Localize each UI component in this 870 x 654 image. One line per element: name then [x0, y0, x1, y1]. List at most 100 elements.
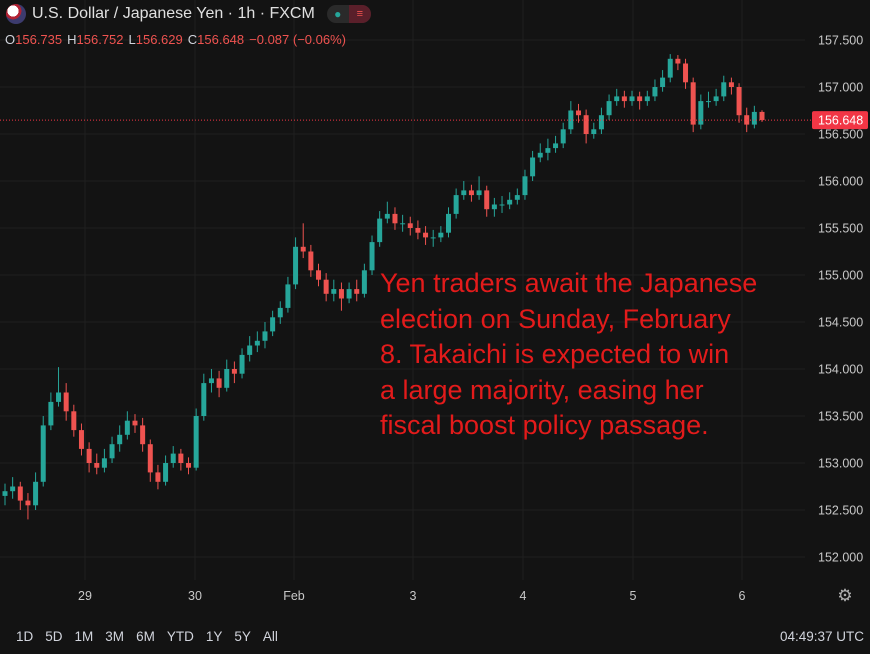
candle-body — [78, 430, 84, 449]
candle-body — [117, 434, 123, 445]
candle-body — [744, 115, 750, 125]
close-label: C — [187, 32, 198, 47]
candle-body — [109, 444, 115, 459]
y-tick-label: 155.500 — [818, 222, 863, 236]
candle-body — [277, 307, 283, 318]
candle-body — [407, 223, 413, 228]
candle-body — [40, 425, 46, 482]
x-tick-label: 3 — [410, 589, 417, 603]
symbol-header: U.S. Dollar / Japanese Yen · 1h · FXCM ●… — [6, 4, 371, 24]
menu-icon[interactable]: ≡ — [348, 5, 371, 23]
symbol-title[interactable]: U.S. Dollar / Japanese Yen · 1h · FXCM — [32, 5, 315, 22]
candle-body — [484, 190, 490, 210]
range-5y[interactable]: 5Y — [234, 628, 251, 644]
x-tick-label: 5 — [630, 589, 637, 603]
candle-body — [537, 152, 543, 158]
candle-body — [759, 111, 765, 121]
range-1m[interactable]: 1M — [74, 628, 94, 644]
candle-body — [163, 463, 169, 482]
usd-jpy-flag-icon — [6, 4, 26, 24]
candle-body — [56, 392, 62, 402]
candle-body — [262, 331, 268, 341]
candle-body — [10, 486, 16, 492]
bottom-toolbar: 1D 5D 1M 3M 6M YTD 1Y 5Y All 04:49:37 UT… — [0, 622, 870, 650]
candle-body — [384, 213, 390, 219]
candle-body — [208, 378, 214, 384]
candle-body — [239, 354, 245, 374]
candle-body — [300, 246, 306, 252]
candle-body — [713, 96, 719, 102]
candle-body — [530, 157, 536, 177]
time-axis: 29 30 Feb 3 4 5 6 — [78, 589, 745, 603]
candle-body — [629, 96, 635, 102]
candle-body — [86, 448, 92, 463]
candle-body — [499, 204, 505, 206]
candle-body — [63, 392, 69, 412]
candle-body — [660, 77, 666, 87]
candle-body — [354, 289, 360, 294]
candle-body — [392, 213, 398, 224]
range-3m[interactable]: 3M — [105, 628, 125, 644]
candle-body — [423, 232, 429, 238]
candle-body — [675, 58, 681, 64]
candle-body — [346, 289, 352, 299]
gear-icon[interactable]: ⚙ — [837, 586, 853, 605]
x-tick-label: 30 — [188, 589, 202, 603]
candle-body — [94, 463, 100, 468]
x-tick-label: 6 — [739, 589, 746, 603]
candle-body — [132, 420, 138, 426]
candle-body — [193, 416, 199, 468]
annotation-text: Yen traders await the Japanese election … — [380, 268, 758, 440]
y-tick-label: 157.000 — [818, 81, 863, 95]
candle-body — [33, 481, 39, 506]
high-label: H — [67, 32, 77, 47]
candle-body — [690, 82, 696, 125]
candle-body — [361, 270, 367, 294]
range-5d[interactable]: 5D — [45, 628, 63, 644]
y-tick-label: 152.000 — [818, 551, 863, 565]
grid — [0, 0, 805, 580]
candle-body — [445, 213, 451, 233]
candle-body — [667, 58, 673, 78]
clock[interactable]: 04:49:37 UTC — [779, 628, 864, 644]
candle-body — [683, 63, 689, 83]
candle-body — [201, 383, 207, 416]
candle-body — [453, 195, 459, 214]
close-value: 156.648 — [197, 32, 245, 47]
range-6m[interactable]: 6M — [136, 628, 155, 644]
range-ytd[interactable]: YTD — [166, 628, 194, 644]
candle-body — [186, 463, 192, 468]
candle-body — [270, 317, 276, 332]
y-tick-label: 152.500 — [818, 504, 863, 518]
x-tick-label: Feb — [283, 589, 305, 603]
candle-body — [468, 190, 474, 196]
change-value: −0.087 (−0.06%) — [249, 32, 346, 47]
candle-body — [476, 190, 482, 196]
candle-body — [48, 401, 54, 426]
candle-body — [728, 82, 734, 87]
candle-body — [705, 101, 711, 103]
range-1y[interactable]: 1Y — [205, 628, 223, 644]
candle-body — [369, 242, 375, 271]
candle-body — [147, 444, 153, 473]
candle-body — [644, 96, 650, 102]
candle-body — [17, 486, 23, 501]
range-all[interactable]: All — [262, 628, 278, 644]
candle-body — [338, 289, 344, 299]
candle-body — [2, 491, 8, 496]
y-tick-label: 153.000 — [818, 457, 863, 471]
low-label: L — [128, 32, 136, 47]
market-status-toggle[interactable]: ● ≡ — [326, 5, 371, 23]
candle-body — [178, 453, 184, 463]
ohlc-legend: O156.735 H156.752 L156.629 C156.648 −0.087 (… — [5, 32, 351, 47]
candle-body — [721, 82, 727, 97]
candle-body — [507, 199, 513, 205]
candle-body — [285, 284, 291, 308]
range-1d[interactable]: 1D — [16, 628, 34, 644]
candle-body — [575, 110, 581, 116]
candle-body — [438, 232, 444, 238]
candle-body — [652, 87, 658, 97]
last-price-label: 156.648 — [818, 114, 863, 128]
candles — [2, 54, 765, 520]
